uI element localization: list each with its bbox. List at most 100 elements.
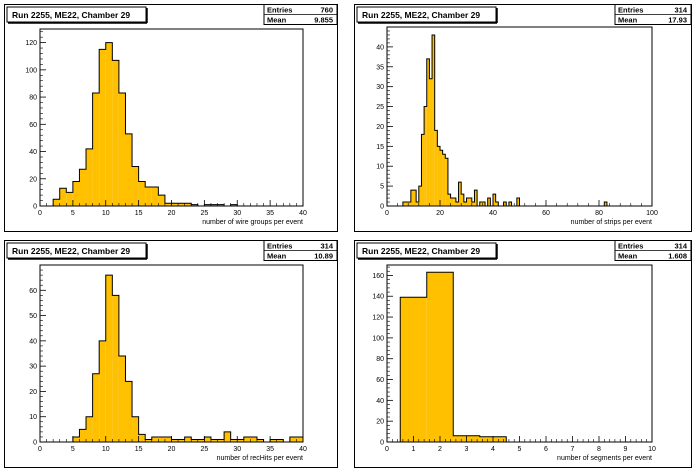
bar <box>426 272 454 442</box>
bar <box>256 439 264 442</box>
bar <box>164 203 172 206</box>
plot-frame <box>386 26 653 207</box>
bar <box>184 203 192 206</box>
x-axis-label: number of recHits per event <box>217 455 303 462</box>
y-tick-label: 40 <box>376 398 384 405</box>
chart-title: Run 2255, ME22, Chamber 29 <box>12 10 130 20</box>
bar <box>79 169 87 206</box>
bar <box>243 436 251 442</box>
bar <box>171 203 179 206</box>
y-tick-label: 40 <box>376 44 384 51</box>
title-box: Run 2255, ME22, Chamber 29 <box>356 6 498 24</box>
bar <box>125 381 133 442</box>
bar <box>408 202 411 206</box>
stats-mean-label: Mean <box>267 16 287 25</box>
bar <box>296 436 303 442</box>
y-tick-label: 160 <box>372 273 384 280</box>
y-tick-label: 15 <box>376 144 384 151</box>
stats-entries-value: 314 <box>674 6 687 15</box>
pad-frame <box>4 4 338 232</box>
y-tick-label: 20 <box>376 419 384 426</box>
bar <box>112 60 119 206</box>
bar <box>217 204 225 206</box>
bar <box>487 198 491 206</box>
y-tick-label: 10 <box>376 164 384 171</box>
pad-frame <box>4 240 338 468</box>
y-tick-label: 0 <box>380 440 384 447</box>
x-tick-label: 5 <box>71 210 75 217</box>
bar <box>132 166 139 206</box>
bar <box>461 194 464 206</box>
bar <box>99 49 106 206</box>
bar <box>405 202 409 206</box>
bar <box>421 134 425 206</box>
stats-entries-value: 314 <box>674 242 687 251</box>
bar <box>66 192 73 206</box>
x-tick-label: 0 <box>385 210 389 217</box>
bar <box>474 190 478 206</box>
y-tick-label: 0 <box>33 204 37 211</box>
x-tick-label: 15 <box>135 446 143 453</box>
x-tick-label: 40 <box>299 446 307 453</box>
bars <box>72 275 303 442</box>
x-tick-label: 60 <box>542 210 550 217</box>
chart-title: Run 2255, ME22, Chamber 29 <box>362 246 480 256</box>
y-tick-label: 50 <box>29 313 37 320</box>
bar <box>164 436 172 442</box>
bar <box>469 198 472 206</box>
title-box: Run 2255, ME22, Chamber 29 <box>6 6 148 24</box>
bar <box>445 158 448 206</box>
y-tick-label: 100 <box>25 67 37 74</box>
x-tick-label: 100 <box>646 210 658 217</box>
y-tick-label: 140 <box>372 294 384 301</box>
x-tick-label: 40 <box>299 210 307 217</box>
x-tick-label: 6 <box>544 446 548 453</box>
title-box: Run 2255, ME22, Chamber 29 <box>6 242 148 260</box>
x-tick-label: 10 <box>102 210 110 217</box>
bar <box>604 202 607 206</box>
title-frame <box>6 6 147 23</box>
x-tick-label: 10 <box>648 446 656 453</box>
bar <box>426 58 430 207</box>
chart-title: Run 2255, ME22, Chamber 29 <box>12 246 130 256</box>
bar <box>516 198 520 206</box>
stats-entries-label: Entries <box>618 242 643 251</box>
y-tick-label: 20 <box>29 176 37 183</box>
y-tick-label: 100 <box>372 335 384 342</box>
x-axis-label: number of strips per event <box>571 219 652 226</box>
stats-mean-value: 1.608 <box>668 252 687 261</box>
y-tick-label: 60 <box>29 122 37 129</box>
bar <box>105 42 113 206</box>
x-tick-label: 20 <box>168 210 176 217</box>
title-frame <box>356 242 497 259</box>
bar <box>210 204 218 206</box>
x-tick-label: 20 <box>168 446 176 453</box>
bar <box>508 202 512 206</box>
title-box: Run 2255, ME22, Chamber 29 <box>356 242 498 260</box>
bar <box>450 198 454 206</box>
bar <box>440 150 443 206</box>
x-tick-label: 7 <box>571 446 575 453</box>
bar <box>204 436 211 442</box>
bar <box>230 439 238 442</box>
x-tick-label: 0 <box>38 446 42 453</box>
bar <box>217 439 225 442</box>
y-tick-label: 10 <box>29 414 37 421</box>
bar <box>495 202 499 206</box>
bar <box>145 439 152 442</box>
bar <box>400 297 427 442</box>
bars <box>53 42 238 206</box>
bar <box>416 202 419 206</box>
stats-mean-label: Mean <box>618 16 638 25</box>
bar <box>158 436 165 442</box>
x-tick-label: 40 <box>489 210 497 217</box>
bar <box>86 148 93 206</box>
stats-entries-label: Entries <box>618 6 643 15</box>
stats-entries-label: Entries <box>267 242 292 251</box>
y-tick-label: 20 <box>376 124 384 131</box>
histogram-segments: 0 1 2 3 4 5 6 7 8 9 10020406080100120140160number … <box>354 240 692 468</box>
bar <box>118 356 126 442</box>
bar <box>53 199 60 206</box>
bar <box>151 186 159 206</box>
x-tick-label: 8 <box>597 446 601 453</box>
